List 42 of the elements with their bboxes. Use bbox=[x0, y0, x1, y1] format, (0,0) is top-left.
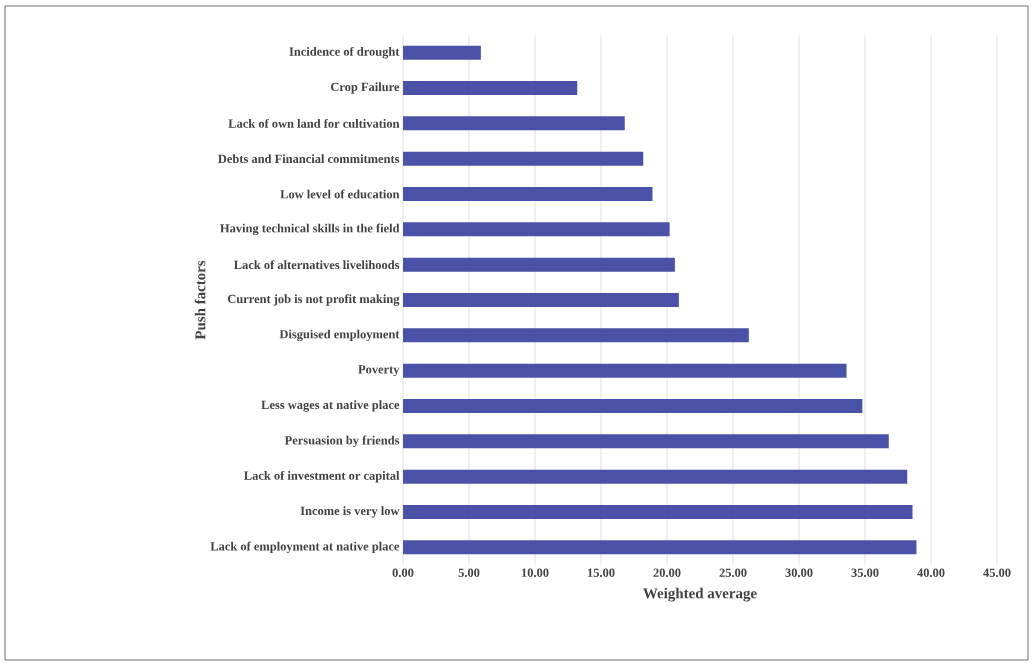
x-tick-label: 40.00 bbox=[917, 568, 945, 577]
x-tick-label: 45.00 bbox=[983, 568, 1011, 577]
bar bbox=[403, 505, 913, 519]
y-axis-title: Push factors bbox=[194, 260, 206, 340]
x-tick-label: 0.00 bbox=[392, 568, 414, 577]
x-tick-label: 5.00 bbox=[458, 568, 480, 577]
x-tick-label: 25.00 bbox=[719, 568, 747, 577]
y-tick-label: Persuasion by friends bbox=[284, 435, 400, 448]
y-tick-label: Low level of education bbox=[280, 189, 400, 199]
y-tick-label: Having technical skills in the field bbox=[220, 223, 400, 236]
bar bbox=[403, 469, 908, 484]
x-tick-label: 35.00 bbox=[851, 568, 879, 577]
bar bbox=[403, 257, 675, 272]
x-tick-label: 30.00 bbox=[785, 568, 813, 577]
bar bbox=[403, 116, 625, 131]
y-tick-label: Lack of investment or capital bbox=[244, 470, 400, 483]
bar bbox=[403, 81, 578, 95]
y-tick-label: Lack of employment at native place bbox=[210, 541, 400, 554]
x-tick-label: 15.00 bbox=[587, 568, 615, 577]
x-tick-label: 20.00 bbox=[653, 568, 681, 577]
x-axis-title: Weighted average bbox=[643, 587, 757, 602]
y-tick-label: Incidence of drought bbox=[289, 46, 400, 59]
bar bbox=[403, 293, 679, 307]
bar bbox=[403, 363, 847, 378]
y-tick-label: Debts and Financial commitments bbox=[218, 154, 400, 164]
bar bbox=[403, 187, 653, 201]
y-tick-label: Lack of own land for cultivation bbox=[228, 118, 400, 128]
y-tick-label: Income is very low bbox=[300, 506, 400, 518]
y-tick-label: Lack of alternatives livelihoods bbox=[234, 260, 400, 270]
bar bbox=[403, 222, 670, 237]
y-tick-label: Poverty bbox=[358, 365, 400, 377]
x-tick-label: 10.00 bbox=[521, 568, 549, 577]
bar bbox=[403, 540, 917, 555]
bar bbox=[403, 399, 863, 413]
bar bbox=[403, 151, 644, 166]
y-tick-label: Crop Failure bbox=[331, 82, 400, 94]
y-tick-label: Less wages at native place bbox=[261, 400, 400, 412]
bar bbox=[403, 328, 749, 343]
y-tick-label: Disguised employment bbox=[279, 329, 400, 342]
bar bbox=[403, 434, 889, 449]
y-tick-label: Current job is not profit making bbox=[227, 294, 400, 306]
bar bbox=[403, 45, 481, 60]
